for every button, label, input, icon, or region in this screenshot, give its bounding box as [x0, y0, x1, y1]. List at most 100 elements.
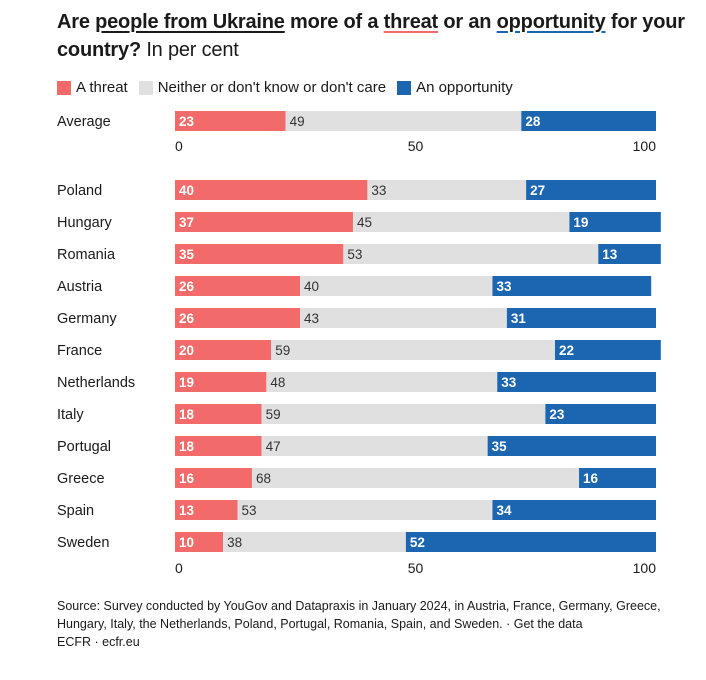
title-underline-people: people from Ukraine	[95, 11, 285, 33]
data-label-germany-series-2: 43	[304, 311, 319, 326]
bar-poland-series-2	[367, 180, 527, 200]
data-label-hungary-series-2: 45	[357, 215, 372, 230]
data-label-greece-series-3: 16	[583, 471, 599, 486]
data-label-sweden-series-2: 38	[227, 535, 242, 550]
data-label-romania-series-1: 35	[179, 247, 195, 262]
bar-italy-series-1	[175, 404, 262, 424]
legend-swatch-threat	[57, 80, 71, 95]
data-label-austria-series-3: 33	[496, 279, 512, 294]
data-label-romania-series-2: 53	[347, 247, 362, 262]
x-tick-label-0-axis-2: 0	[175, 560, 183, 576]
title-text-3: or an	[438, 11, 497, 33]
bar-spain-series-3	[492, 500, 656, 520]
data-label-austria-series-1: 26	[179, 279, 195, 294]
data-label-spain-series-3: 34	[496, 503, 512, 518]
bar-greece-series-3	[579, 468, 656, 488]
bar-romania-series-2	[343, 244, 599, 264]
bar-germany-series-2	[300, 308, 507, 328]
data-label-netherlands-series-3: 33	[501, 375, 517, 390]
category-label-portugal: Portugal	[57, 439, 111, 455]
data-label-portugal-series-1: 18	[179, 439, 195, 454]
category-label-austria: Austria	[57, 279, 103, 295]
data-label-sweden-series-1: 10	[179, 535, 194, 550]
bar-italy-series-3	[545, 404, 656, 424]
category-label-spain: Spain	[57, 503, 94, 519]
x-tick-label-100-axis-2: 100	[633, 560, 657, 576]
bar-france-series-2	[271, 340, 555, 360]
chart-title: Are people from Ukraine more of a threat…	[57, 8, 687, 64]
bar-italy-series-2	[261, 404, 546, 424]
bar-greece-series-1	[175, 468, 252, 488]
bar-romania-series-3	[598, 244, 661, 264]
bar-netherlands-series-2	[266, 372, 498, 392]
bar-sweden-series-1	[175, 532, 224, 552]
legend-item-neither[interactable]: Neither or don't know or don't care	[138, 79, 387, 96]
bar-greece-series-2	[251, 468, 580, 488]
data-label-italy-series-1: 18	[179, 407, 195, 422]
data-label-poland-series-3: 27	[530, 183, 545, 198]
bar-spain-series-1	[175, 500, 238, 520]
data-label-germany-series-3: 31	[511, 311, 527, 326]
category-label-italy: Italy	[57, 407, 84, 423]
title-text-1: Are	[57, 11, 96, 33]
data-label-romania-series-3: 13	[602, 247, 618, 262]
data-label-hungary-series-1: 37	[179, 215, 194, 230]
category-label-france: France	[57, 343, 102, 359]
legend-label-neither: Neither or don't know or don't care	[157, 79, 387, 96]
data-label-poland-series-1: 40	[179, 183, 194, 198]
data-label-netherlands-series-2: 48	[270, 375, 285, 390]
x-tick-label-100-axis-1: 100	[633, 138, 657, 154]
chart-legend: A threat Neither or don't know or don't …	[57, 79, 524, 96]
bar-hungary-series-3	[569, 212, 661, 232]
bar-average-series-3	[521, 111, 656, 131]
category-label-sweden: Sweden	[57, 535, 109, 551]
bar-germany-series-1	[175, 308, 301, 328]
data-label-sweden-series-3: 52	[410, 535, 425, 550]
source-note: Source: Survey conducted by YouGov and D…	[57, 599, 661, 631]
bar-austria-series-3	[492, 276, 652, 296]
data-label-spain-series-2: 53	[242, 503, 257, 518]
bar-poland-series-1	[175, 180, 368, 200]
bar-germany-series-3	[506, 308, 656, 328]
data-label-austria-series-2: 40	[304, 279, 319, 294]
bar-average-series-1	[175, 111, 286, 131]
data-label-greece-series-1: 16	[179, 471, 195, 486]
data-label-average-series-3: 28	[525, 114, 541, 129]
bar-austria-series-1	[175, 276, 301, 296]
bar-hungary-series-1	[175, 212, 353, 232]
bar-austria-series-2	[300, 276, 493, 296]
data-label-portugal-series-3: 35	[492, 439, 508, 454]
legend-swatch-neither	[138, 80, 153, 95]
bar-average-series-2	[285, 111, 522, 131]
data-label-average-series-2: 49	[290, 114, 305, 129]
legend-item-opportunity[interactable]: An opportunity	[397, 79, 513, 96]
category-label-average: Average	[57, 114, 111, 130]
data-label-poland-series-2: 33	[371, 183, 386, 198]
title-underline-threat: threat	[383, 11, 439, 33]
data-label-italy-series-2: 59	[266, 407, 281, 422]
data-label-spain-series-1: 13	[179, 503, 195, 518]
category-label-germany: Germany	[57, 311, 117, 327]
data-label-germany-series-1: 26	[179, 311, 195, 326]
chart-footer: Source: Survey conducted by YouGov and D…	[57, 597, 677, 651]
get-data-link[interactable]: Get the data	[513, 617, 583, 631]
data-label-netherlands-series-1: 19	[179, 375, 194, 390]
x-tick-label-0-axis-1: 0	[175, 138, 183, 154]
data-label-italy-series-3: 23	[549, 407, 565, 422]
bar-poland-series-3	[526, 180, 656, 200]
x-tick-label-50-axis-2: 50	[408, 560, 424, 576]
data-label-france-series-1: 20	[179, 343, 194, 358]
data-label-greece-series-2: 68	[256, 471, 271, 486]
bar-netherlands-series-1	[175, 372, 267, 392]
bar-sweden-series-2	[223, 532, 406, 552]
title-text-4: for your country?	[57, 11, 685, 61]
bar-france-series-3	[554, 340, 661, 360]
category-label-romania: Romania	[57, 247, 116, 263]
bar-portugal-series-3	[487, 436, 656, 456]
legend-item-threat[interactable]: A threat	[57, 79, 128, 96]
data-label-france-series-3: 22	[559, 343, 574, 358]
title-text-2: more of a	[284, 11, 384, 33]
bar-sweden-series-3	[405, 532, 656, 552]
category-label-netherlands: Netherlands	[57, 375, 135, 391]
bar-portugal-series-2	[261, 436, 488, 456]
